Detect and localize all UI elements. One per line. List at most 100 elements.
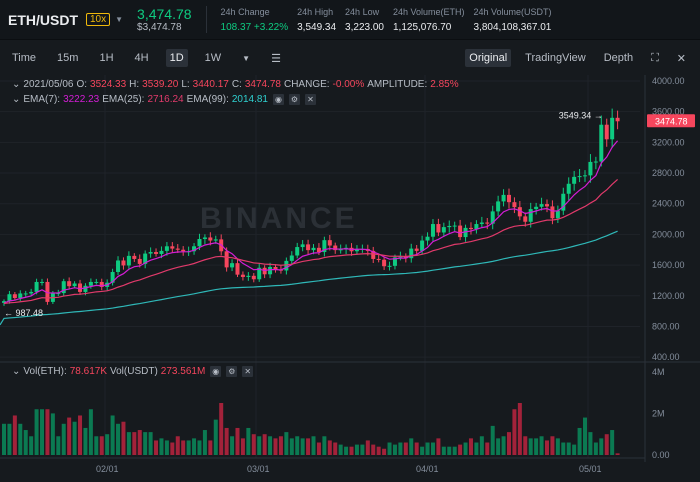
candle-body xyxy=(555,210,560,219)
collapse-icon[interactable]: ⌄ xyxy=(12,79,21,90)
volume-bar xyxy=(12,415,17,455)
volume-bar xyxy=(490,425,495,455)
volume-bar xyxy=(246,427,251,455)
volume-bar xyxy=(219,403,224,455)
settings-icon[interactable]: ⚙ xyxy=(226,366,238,377)
volume-bar xyxy=(338,444,343,455)
volume-bar xyxy=(615,453,620,455)
volume-bar xyxy=(506,432,511,455)
stat-1: 24h High 3,549.34 xyxy=(297,7,336,33)
volume-bar xyxy=(458,444,463,455)
candle-body xyxy=(512,202,517,208)
price-tick: 4000.00 xyxy=(652,76,685,86)
volume-bar xyxy=(463,442,468,455)
amplitude-value: 2.85% xyxy=(430,79,459,90)
view-original[interactable]: Original xyxy=(465,49,512,67)
candle-body xyxy=(566,183,571,194)
volume-bar xyxy=(262,434,267,455)
candle-body xyxy=(474,224,479,230)
indicator-settings-icon[interactable]: ☰ xyxy=(271,52,281,65)
volume-bar xyxy=(512,409,517,455)
collapse-icon[interactable]: ⌄ xyxy=(12,366,21,377)
current-price-label: 3474.78 xyxy=(655,116,688,126)
volume-bar xyxy=(382,448,387,455)
last-price: 3,474.78 $3,474.78 xyxy=(137,6,207,33)
volume-bar xyxy=(425,442,430,455)
view-tradingview[interactable]: TradingView xyxy=(525,52,586,64)
date-tick: 04/01 xyxy=(416,464,439,474)
high-marker: 3549.34 → xyxy=(559,111,603,121)
fullscreen-icon[interactable]: ⛶ xyxy=(651,51,659,64)
chart-toolbar: Time 15m 1H 4H 1D 1W ▼ ☰ Original TradingView D… xyxy=(0,47,700,69)
candle-body xyxy=(121,260,126,266)
candle-body xyxy=(452,225,457,227)
interval-1w[interactable]: 1W xyxy=(204,52,222,64)
volume-bar xyxy=(561,442,566,455)
volume-tick: 0.00 xyxy=(652,450,670,460)
volume-bar xyxy=(170,442,175,455)
candle-body xyxy=(604,124,609,140)
interval-1d[interactable]: 1D xyxy=(165,49,188,67)
volume-bar xyxy=(545,440,549,455)
volume-bar xyxy=(539,436,544,455)
candle-body xyxy=(425,236,430,241)
candle-body xyxy=(447,225,452,228)
candle-body xyxy=(208,237,213,241)
candle-body xyxy=(45,281,50,302)
candle-body xyxy=(485,222,490,224)
volume-bar xyxy=(78,415,83,455)
volume-bar xyxy=(365,440,370,455)
close-icon[interactable]: ✕ xyxy=(242,366,254,377)
collapse-icon[interactable]: ⌄ xyxy=(12,94,21,105)
price-tick: 1200.00 xyxy=(652,291,685,301)
settings-icon[interactable]: ⚙ xyxy=(289,94,300,105)
leverage-badge[interactable]: 10x xyxy=(86,13,111,26)
eye-icon[interactable]: ◉ xyxy=(273,94,284,105)
candle-body xyxy=(99,281,104,287)
candle-body xyxy=(458,225,463,238)
volume-bar xyxy=(110,415,115,455)
ema99-line xyxy=(0,230,618,326)
volume-bar xyxy=(441,446,446,455)
interval-15m[interactable]: 15m xyxy=(57,52,79,64)
volume-bar xyxy=(534,438,539,455)
date-tick: 05/01 xyxy=(579,464,602,474)
interval-time[interactable]: Time xyxy=(12,52,37,64)
candle-body xyxy=(257,267,262,280)
volume-bar xyxy=(181,440,186,455)
candle-body xyxy=(338,249,343,251)
volume-bar xyxy=(268,436,273,455)
interval-4h[interactable]: 4H xyxy=(134,52,149,64)
eye-icon[interactable]: ◉ xyxy=(210,366,222,377)
view-depth[interactable]: Depth xyxy=(603,52,634,64)
candle-body xyxy=(192,246,197,252)
price-tick: 3600.00 xyxy=(652,107,685,117)
volume-bar xyxy=(289,438,294,455)
volume-bar xyxy=(344,446,349,455)
volume-bar xyxy=(376,446,381,455)
volume-bar xyxy=(333,442,338,455)
volume-bar xyxy=(555,438,560,455)
vol-usdt-value: 273.561M xyxy=(160,366,206,377)
candle-body xyxy=(213,239,218,241)
last-price-usd: $3,474.78 xyxy=(137,22,182,33)
volume-bar xyxy=(300,438,305,455)
close-icon[interactable]: ✕ xyxy=(305,94,316,105)
volume-bar xyxy=(610,430,615,455)
pair-name[interactable]: ETH/USDT xyxy=(8,11,78,28)
candle-body xyxy=(311,247,316,251)
volume-tick: 4M xyxy=(652,367,665,377)
candle-body xyxy=(583,175,588,177)
ema7-label: EMA(7): xyxy=(23,94,61,105)
candle-body xyxy=(528,209,533,222)
close-icon[interactable]: ✕ xyxy=(676,52,686,65)
stat-value: 108.37 +3.22% xyxy=(220,21,289,33)
volume-bar xyxy=(316,442,321,455)
stat-value: 1,125,076.70 xyxy=(392,21,452,33)
more-intervals-icon[interactable]: ▼ xyxy=(242,53,251,63)
candle-body xyxy=(490,211,495,224)
interval-1h[interactable]: 1H xyxy=(99,52,114,64)
chevron-down-icon[interactable]: ▼ xyxy=(115,15,124,24)
volume-bar xyxy=(83,427,88,455)
